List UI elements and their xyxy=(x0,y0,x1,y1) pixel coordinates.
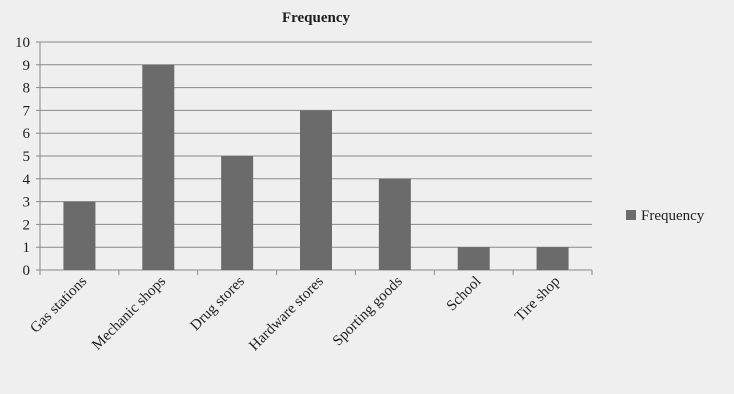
y-tick-label: 9 xyxy=(23,58,31,74)
bar xyxy=(142,64,175,270)
bar xyxy=(300,110,332,271)
x-tick-label: Gas stations xyxy=(27,273,90,336)
x-tick-label: Drug stores xyxy=(187,273,248,334)
x-tick-label: Hardware stores xyxy=(246,273,327,354)
y-tick-label: 2 xyxy=(23,217,31,233)
bar xyxy=(221,156,254,270)
y-tick-label: 3 xyxy=(23,195,31,211)
x-tick-label: Mechanic shops xyxy=(89,273,169,353)
y-tick-label: 6 xyxy=(23,126,31,142)
bar xyxy=(63,201,96,270)
legend-label: Frequency xyxy=(641,208,705,224)
bars xyxy=(63,64,569,271)
y-tick-label: 1 xyxy=(23,240,31,256)
bar xyxy=(378,178,411,270)
legend-swatch xyxy=(626,210,636,220)
x-tick-label: Tire shop xyxy=(512,274,563,325)
bar xyxy=(536,247,569,270)
x-tick-label: School xyxy=(444,274,485,315)
y-tick-label: 4 xyxy=(23,172,31,188)
x-tick-label: Sporting goods xyxy=(330,273,406,349)
y-tick-label: 7 xyxy=(23,103,31,119)
y-tick-label: 0 xyxy=(23,263,31,279)
y-tick-label: 5 xyxy=(23,149,31,165)
y-tick-label: 10 xyxy=(15,35,30,51)
bar xyxy=(457,247,490,270)
y-tick-label: 8 xyxy=(23,81,31,97)
legend: Frequency xyxy=(626,208,705,224)
y-axis-ticks: 0 1 2 3 4 5 6 7 8 9 10 xyxy=(15,35,31,279)
chart-title: Frequency xyxy=(282,10,351,26)
